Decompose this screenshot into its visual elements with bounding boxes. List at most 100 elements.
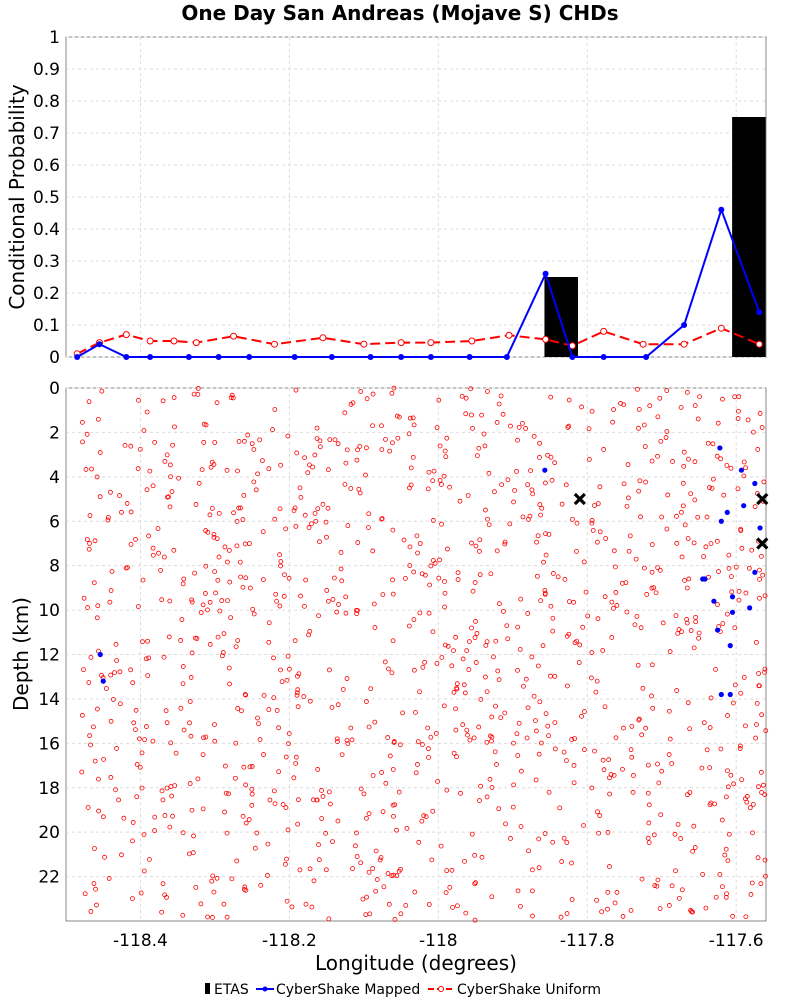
- uniform-scatter-point: [563, 482, 569, 488]
- uniform-scatter-point: [471, 735, 477, 741]
- uniform-scatter-point: [550, 571, 556, 576]
- uniform-scatter-point: [87, 513, 93, 518]
- uniform-scatter-point: [713, 894, 719, 900]
- uniform-scatter-point: [195, 392, 201, 397]
- uniform-scatter-point: [687, 790, 693, 795]
- etas-bars: [544, 117, 766, 357]
- uniform-scatter-point: [266, 620, 272, 626]
- uniform-scatter-point: [390, 767, 396, 772]
- uniform-scatter-point: [613, 590, 619, 595]
- top-y-axis-label: Conditional Probability: [5, 84, 29, 309]
- uniform-scatter-point: [150, 552, 156, 558]
- uniform-scatter-point: [283, 861, 288, 867]
- mapped-point: [147, 354, 154, 360]
- top-y-tick-label: 0: [49, 348, 60, 368]
- uniform-scatter-point: [579, 713, 584, 719]
- uniform-scatter-point: [249, 802, 255, 808]
- uniform-scatter-point: [364, 894, 370, 900]
- uniform-scatter-point: [577, 642, 583, 648]
- bottom-y-tick-label: 2: [49, 423, 60, 443]
- uniform-scatter-point: [649, 458, 655, 464]
- uniform-scatter-point: [678, 509, 684, 515]
- uniform-scatter-point: [189, 597, 195, 603]
- bottom-y-axis-label: Depth (km): [9, 597, 33, 711]
- uniform-scatter-point: [595, 616, 601, 622]
- uniform-scatter-point: [536, 836, 542, 842]
- uniform-scatter-point: [415, 739, 421, 745]
- uniform-scatter-point: [641, 422, 647, 428]
- uniform-scatter-point: [654, 883, 660, 889]
- uniform-scatter-point: [354, 611, 359, 617]
- mapped-scatter-point: [717, 445, 723, 451]
- uniform-scatter-point: [358, 786, 364, 792]
- uniform-scatter-point: [753, 735, 759, 741]
- uniform-point: [600, 327, 608, 335]
- uniform-scatter-point: [534, 728, 539, 734]
- uniform-scatter-point: [355, 540, 361, 545]
- uniform-scatter-point: [261, 693, 267, 698]
- uniform-scatter-point: [681, 463, 687, 469]
- mapped-point: [123, 354, 130, 360]
- uniform-scatter-point: [198, 901, 204, 907]
- uniform-scatter-point: [278, 462, 284, 468]
- uniform-scatter-point: [542, 588, 548, 593]
- uniform-scatter-point: [241, 492, 247, 498]
- uniform-scatter-point: [411, 617, 417, 622]
- uniform-scatter-point: [726, 565, 732, 571]
- uniform-scatter-point: [411, 667, 417, 673]
- uniform-scatter-point: [189, 807, 195, 813]
- mapped-scatter-point: [97, 651, 103, 658]
- uniform-scatter-point: [131, 720, 137, 726]
- mapped-scatter-point: [752, 569, 758, 575]
- uniform-scatter-point: [571, 762, 577, 768]
- uniform-scatter-point: [600, 648, 606, 653]
- uniform-scatter-point: [367, 911, 373, 917]
- uniform-point: [717, 324, 725, 332]
- uniform-scatter-point: [172, 424, 177, 430]
- bottom-y-tick-label: 12: [38, 646, 60, 666]
- uniform-scatter-point: [237, 559, 243, 565]
- uniform-scatter-point: [140, 639, 145, 645]
- uniform-scatter-point: [468, 386, 474, 392]
- uniform-scatter-point: [511, 740, 516, 746]
- uniform-scatter-point: [754, 639, 759, 645]
- uniform-scatter-point: [109, 569, 115, 574]
- uniform-scatter-point: [719, 817, 725, 823]
- uniform-scatter-point: [745, 417, 751, 423]
- uniform-scatter-point: [276, 725, 282, 731]
- uniform-scatter-point: [292, 638, 298, 644]
- uniform-scatter-point: [757, 411, 763, 416]
- x-tick-label: -117.6: [709, 931, 764, 951]
- uniform-scatter-point: [249, 786, 255, 792]
- uniform-scatter-point: [565, 424, 571, 430]
- uniform-scatter-point: [85, 605, 91, 610]
- uniform-scatter-point: [545, 723, 551, 729]
- uniform-scatter-point: [364, 445, 369, 451]
- uniform-scatter-point: [454, 686, 460, 692]
- mapped-scatter-point: [714, 627, 721, 633]
- uniform-scatter-point: [256, 721, 261, 727]
- uniform-scatter-point: [676, 895, 682, 901]
- uniform-scatter-point: [243, 782, 249, 788]
- uniform-scatter-point: [484, 639, 490, 645]
- uniform-scatter-point: [224, 559, 230, 565]
- uniform-scatter-point: [170, 813, 176, 819]
- uniform-scatter-point: [250, 606, 256, 612]
- uniform-scatter-point: [542, 831, 548, 836]
- uniform-scatter-point: [119, 509, 124, 515]
- uniform-scatter-point: [266, 466, 272, 472]
- uniform-scatter-point: [355, 608, 360, 613]
- uniform-scatter-point: [557, 805, 563, 811]
- uniform-scatter-point: [488, 571, 494, 577]
- uniform-scatter-point: [350, 866, 355, 871]
- chart-title: One Day San Andreas (Mojave S) CHDs: [181, 1, 618, 25]
- uniform-scatter-point: [316, 857, 322, 863]
- uniform-scatter-point: [455, 570, 461, 576]
- uniform-scatter-point: [272, 516, 278, 522]
- uniform-scatter-point: [238, 574, 244, 580]
- uniform-scatter-point: [167, 462, 173, 468]
- uniform-scatter-point: [597, 529, 603, 535]
- uniform-scatter-point: [373, 848, 379, 854]
- uniform-scatter-point: [692, 403, 698, 409]
- uniform-scatter-point: [243, 575, 249, 581]
